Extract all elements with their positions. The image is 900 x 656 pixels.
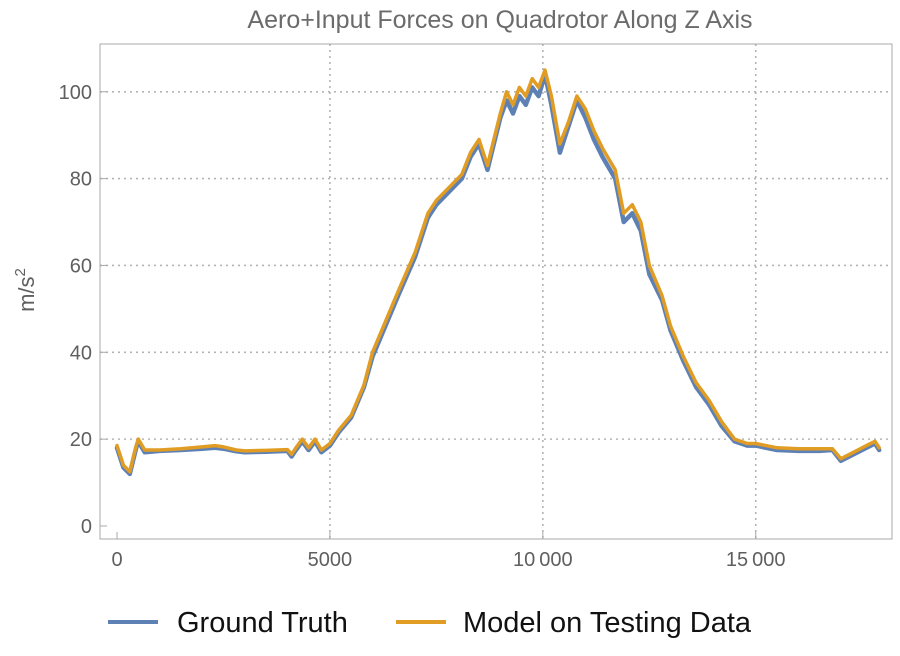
plot-frame [99, 43, 893, 540]
y-tick-label: 100 [59, 82, 92, 104]
legend-label: Model on Testing Data [463, 607, 752, 639]
grid [100, 44, 892, 539]
y-axis-label: m/s2 [12, 268, 39, 312]
legend-label: Ground Truth [177, 607, 348, 639]
x-tick-label: 10 000 [513, 549, 573, 571]
x-tick-label: 15 000 [726, 549, 786, 571]
x-tick-label: 5000 [308, 549, 353, 571]
legend: Ground Truth Model on Testing Data [108, 607, 752, 639]
series-line-model [115, 68, 881, 474]
series-group [114, 68, 882, 477]
series-line-ground-truth [114, 72, 882, 477]
y-tick-label: 60 [70, 255, 92, 277]
chart-title: Aero+Input Forces on Quadrotor Along Z A… [247, 6, 752, 34]
legend-entry-ground-truth: Ground Truth [108, 607, 348, 639]
y-tick-label: 20 [70, 429, 92, 451]
y-tick-label: 0 [81, 516, 92, 538]
y-tick-label: 40 [70, 342, 92, 364]
axis-ticks: 0 20 40 60 80 100 0 5000 10 000 15 000 [59, 82, 786, 571]
x-tick-label: 0 [111, 549, 122, 571]
y-tick-label: 80 [70, 169, 92, 191]
legend-entry-model: Model on Testing Data [396, 607, 752, 639]
